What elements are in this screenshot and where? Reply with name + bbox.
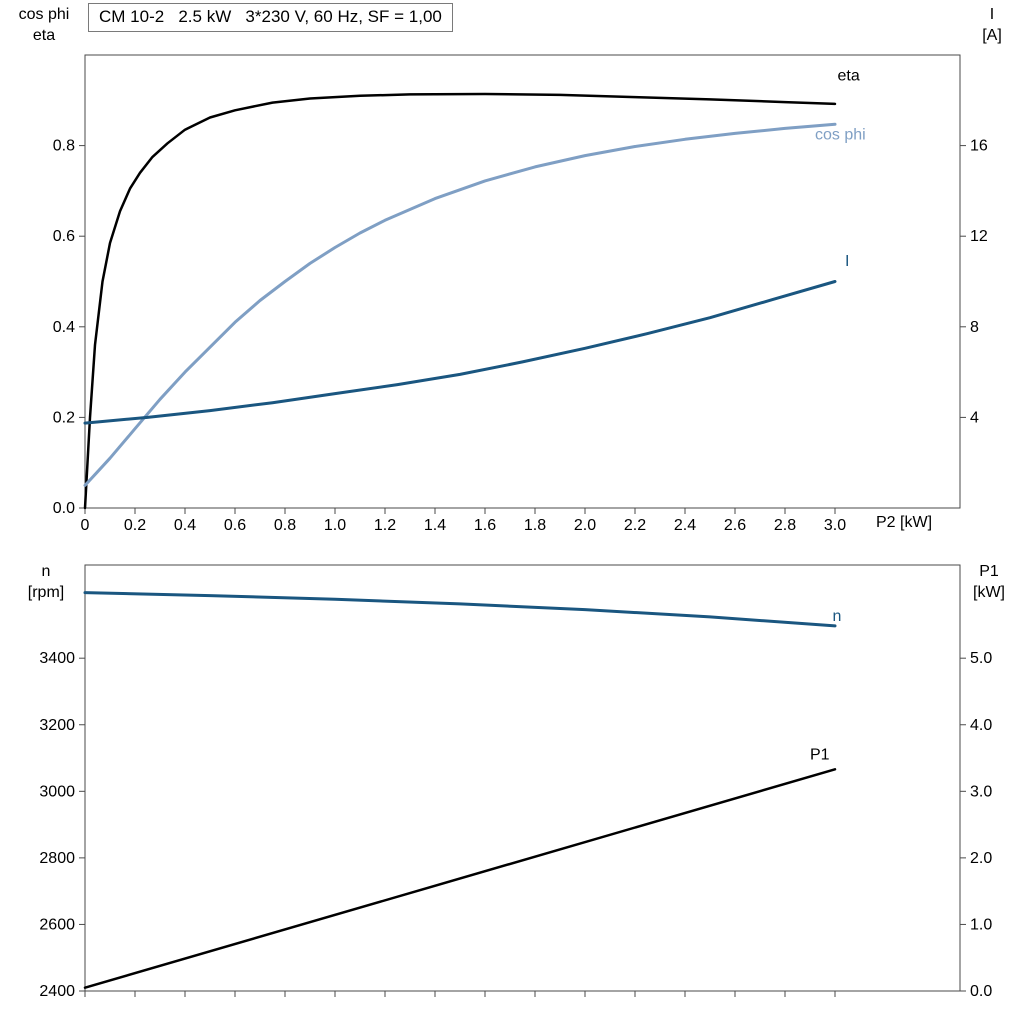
- x-tick-label: 3.0: [824, 517, 846, 534]
- y-right-tick-label: 4.0: [970, 717, 992, 734]
- p1-axis-label: P1: [979, 563, 999, 580]
- plot-frame: [84, 564, 961, 992]
- y-left-tick-label: 0.0: [53, 500, 75, 517]
- x-tick-label: 0.4: [174, 517, 196, 534]
- y-left-tick-label: 3400: [39, 650, 75, 667]
- curve-p1: [83, 768, 837, 989]
- x-tick-label: 0.8: [274, 517, 296, 534]
- current-unit-label: [A]: [982, 27, 1002, 44]
- y-right-tick-label: 4: [970, 409, 979, 426]
- speed-unit-label: [rpm]: [27, 584, 65, 601]
- x-tick-label: 1.6: [474, 517, 496, 534]
- x-tick-label: 1.4: [424, 517, 446, 534]
- x-axis-title: P2 [kW]: [876, 514, 933, 531]
- plot-frame: [84, 54, 961, 509]
- x-tick-label: 0.2: [124, 517, 146, 534]
- y-right-tick-label: 3.0: [970, 783, 992, 800]
- curve-current: [83, 280, 837, 425]
- current-axis-label: I: [989, 6, 995, 23]
- x-tick-label: 2.2: [624, 517, 646, 534]
- curve-label-cos-phi: cos phi: [815, 126, 866, 143]
- x-tick-label: 2.0: [574, 517, 596, 534]
- top-chart-right-axis-title: I [A]: [966, 4, 1018, 46]
- y-left-tick-label: 2400: [39, 983, 75, 1000]
- y-left-tick-label: 0.2: [53, 409, 75, 426]
- eta-axis-label: eta: [32, 27, 56, 44]
- speed-axis-label: n: [41, 563, 51, 580]
- y-left-tick-label: 3000: [39, 783, 75, 800]
- y-right-tick-label: 12: [970, 228, 988, 245]
- p1-unit-label: [kW]: [973, 584, 1005, 601]
- curve-cos-phi: [83, 122, 837, 487]
- curve-label-p1: P1: [810, 747, 830, 764]
- y-right-tick-label: 8: [970, 319, 979, 336]
- bottom-chart-left-axis-title: n [rpm]: [12, 561, 80, 603]
- bottom-chart-right-axis-title: P1 [kW]: [960, 561, 1018, 603]
- curve-label-speed: n: [833, 608, 842, 625]
- curve-speed: [83, 591, 837, 628]
- y-left-tick-label: 2800: [39, 850, 75, 867]
- chart-title-box: CM 10-2 2.5 kW 3*230 V, 60 Hz, SF = 1,00: [88, 3, 453, 32]
- y-left-tick-label: 0.8: [53, 138, 75, 155]
- x-tick-label: 2.4: [674, 517, 696, 534]
- x-tick-label: 1.8: [524, 517, 546, 534]
- x-tick-label: 2.6: [724, 517, 746, 534]
- y-left-tick-label: 0.6: [53, 228, 75, 245]
- top-chart-left-axis-title: cos phi eta: [6, 4, 82, 46]
- curve-label-eta: eta: [838, 67, 860, 84]
- y-right-tick-label: 1.0: [970, 916, 992, 933]
- x-tick-label: 1.2: [374, 517, 396, 534]
- x-tick-label: 0.6: [224, 517, 246, 534]
- y-left-tick-label: 0.4: [53, 319, 75, 336]
- x-tick-label: 2.8: [774, 517, 796, 534]
- cos-phi-axis-label: cos phi: [18, 6, 70, 23]
- y-left-tick-label: 2600: [39, 916, 75, 933]
- x-tick-label: 0: [81, 517, 90, 534]
- curve-eta: [83, 92, 837, 510]
- y-right-tick-label: 2.0: [970, 850, 992, 867]
- curve-label-current: I: [845, 253, 849, 270]
- y-right-tick-label: 16: [970, 138, 988, 155]
- y-right-tick-label: 5.0: [970, 650, 992, 667]
- y-left-tick-label: 3200: [39, 717, 75, 734]
- x-tick-label: 1.0: [324, 517, 346, 534]
- y-right-tick-label: 0.0: [970, 983, 992, 1000]
